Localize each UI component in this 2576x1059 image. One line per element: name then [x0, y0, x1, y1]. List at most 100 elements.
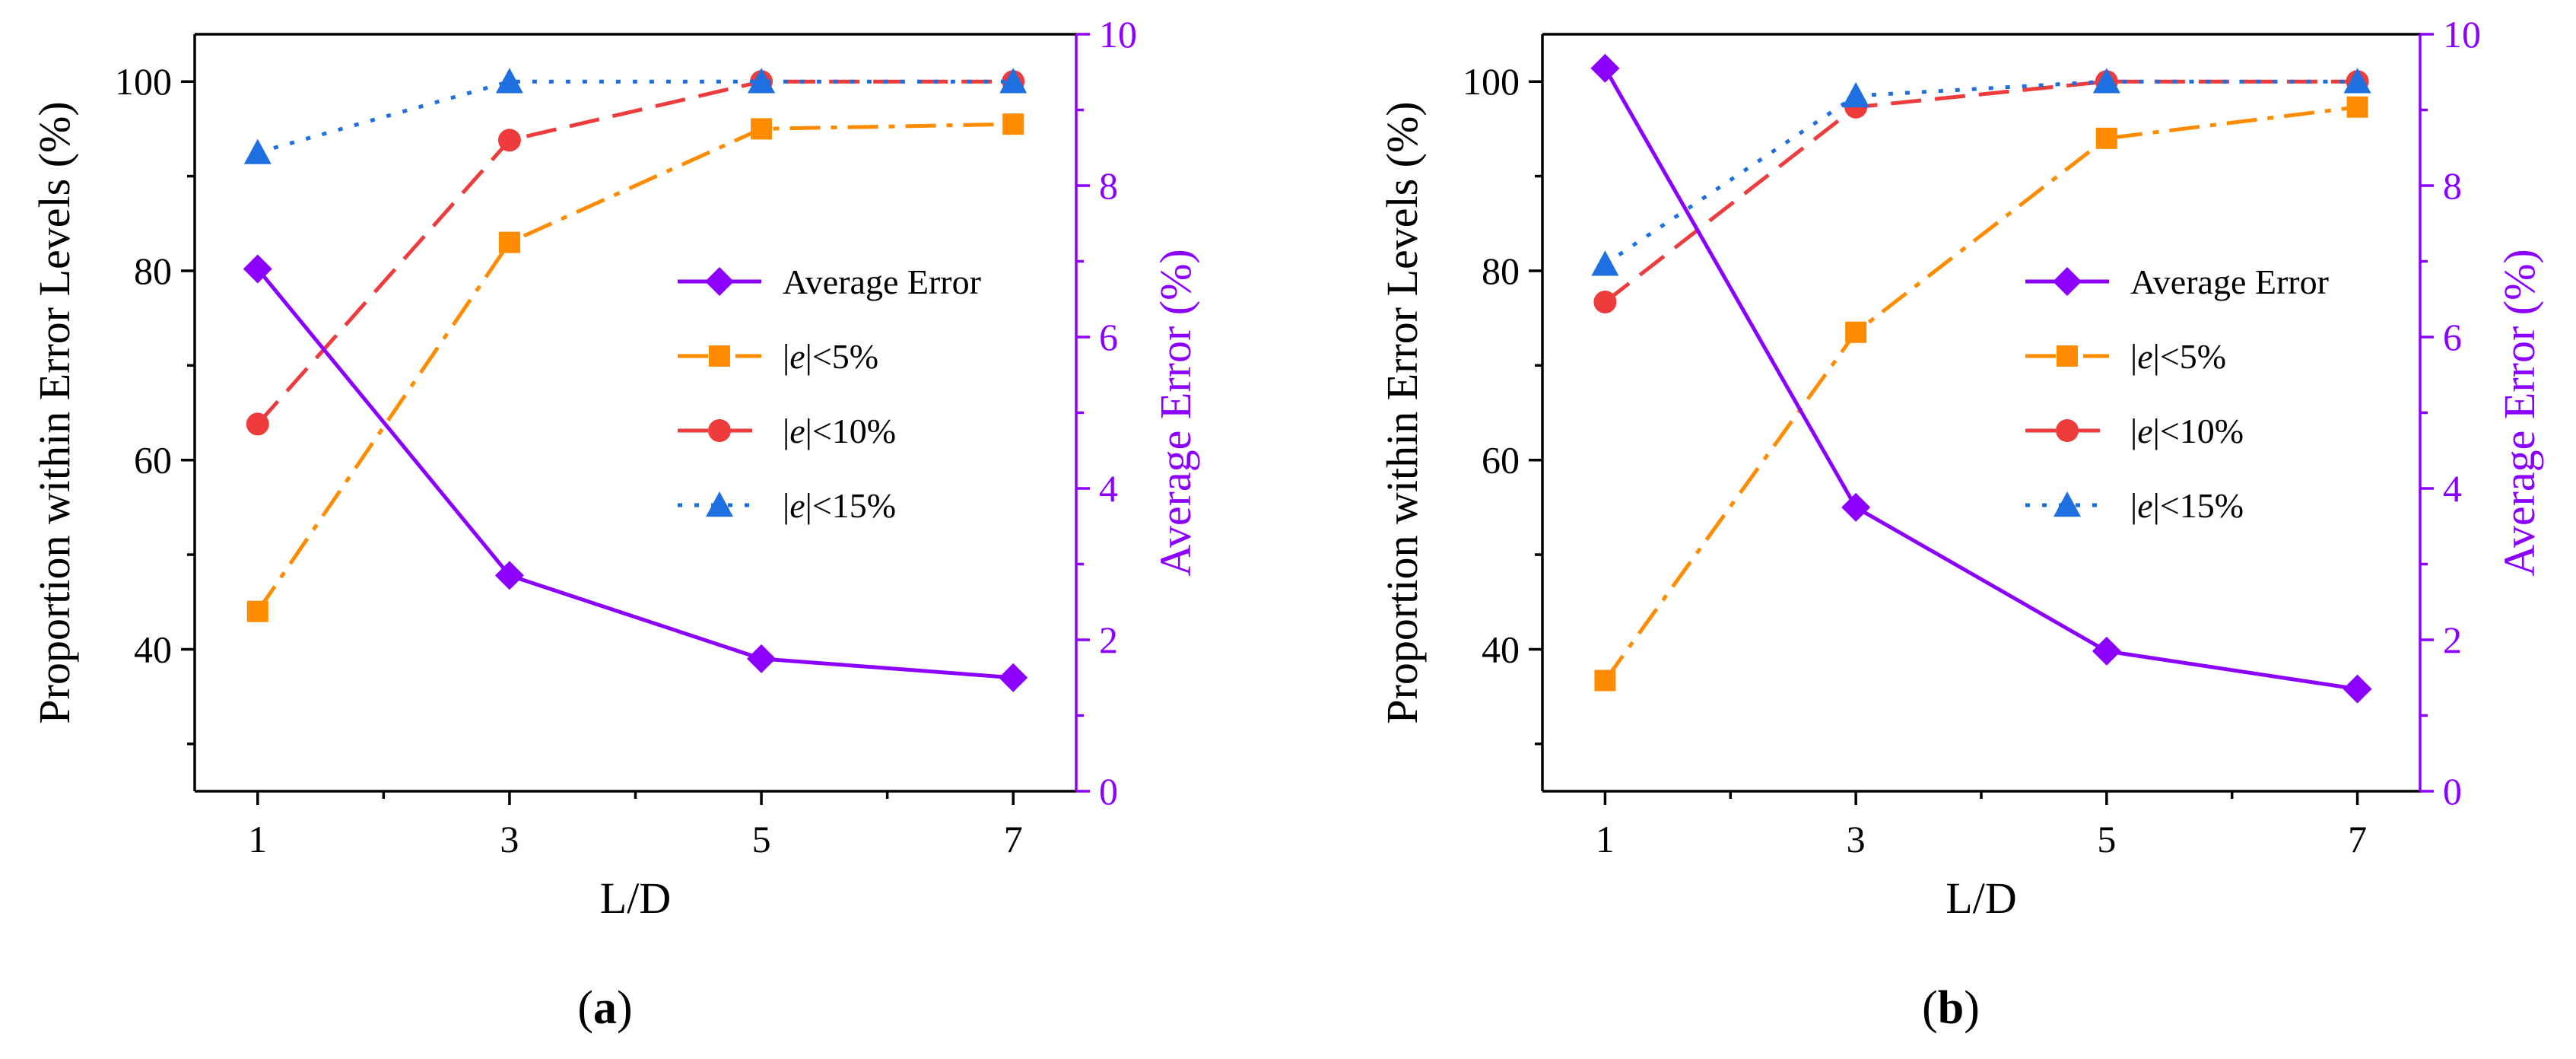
- series-line: [1603, 67, 2358, 692]
- data-point: [1591, 250, 1619, 276]
- x-tick-label: 5: [2097, 818, 2116, 860]
- y-right-tick-label: 6: [1099, 316, 1118, 358]
- legend-marker: [709, 345, 730, 367]
- legend-label: Average Error: [783, 262, 981, 301]
- legend-item: Average Error: [2025, 262, 2329, 301]
- y-right-tick-label: 10: [1099, 13, 1137, 56]
- series-line: [256, 122, 1014, 613]
- x-axis-title: L/D: [1945, 873, 2016, 923]
- series-line: [1604, 79, 2358, 266]
- data-point: [1841, 492, 1871, 522]
- data-point: [495, 68, 523, 94]
- legend-marker: [706, 491, 733, 517]
- data-point: [748, 68, 776, 94]
- y-left-tick-label: 80: [1482, 250, 1520, 292]
- legend-label: |e|<15%: [783, 486, 896, 525]
- y-right-tick-label: 4: [1099, 467, 1118, 510]
- y-left-tick-label: 60: [134, 439, 172, 482]
- y-right-axis-title: Average Error (%): [2495, 249, 2544, 576]
- legend-label: |e|<5%: [783, 337, 878, 376]
- legend-label: |e|<5%: [2130, 337, 2226, 376]
- y-right-axis-title: Average Error (%): [1151, 249, 1200, 576]
- series-line: [256, 267, 1014, 680]
- data-point: [1842, 81, 1870, 108]
- legend-marker: [2053, 267, 2082, 296]
- series-e-5: [246, 113, 1024, 622]
- chart-panel-a: 1 3 5 7 40 60 80 100 0 2 4 6 8 10 L/D Proportion within…: [30, 13, 1200, 1034]
- data-point: [2343, 68, 2371, 94]
- data-point: [1594, 669, 1616, 692]
- series-average-error: [243, 254, 1028, 692]
- legend-item: Average Error: [678, 262, 981, 301]
- data-point: [246, 600, 268, 622]
- legend-label: |e|<10%: [783, 412, 896, 450]
- data-point: [498, 231, 520, 253]
- legend-marker: [708, 419, 731, 442]
- y-left-tick-label: 100: [115, 60, 172, 103]
- x-tick-label: 3: [500, 818, 519, 860]
- series-line: [1603, 105, 2358, 682]
- data-point: [497, 129, 521, 152]
- legend-item: |e|<5%: [678, 337, 878, 376]
- data-point: [751, 118, 773, 140]
- data-point: [2092, 636, 2121, 666]
- data-point: [243, 138, 272, 164]
- y-left-axis-title: Proportion within Error Levels (%): [1377, 101, 1427, 723]
- y-right-tick-label: 10: [2443, 13, 2481, 56]
- legend: Average Error |e|<5% |e|<10% |e|<15%: [678, 262, 981, 525]
- legend-item: |e|<5%: [2025, 337, 2226, 376]
- data-point: [2095, 127, 2117, 149]
- data-point: [2343, 674, 2372, 704]
- data-point: [999, 663, 1028, 692]
- y-left-tick-label: 100: [1463, 60, 1520, 103]
- y-right-tick-label: 2: [2443, 619, 2462, 661]
- legend-label: Average Error: [2130, 262, 2329, 301]
- data-point: [1845, 321, 1867, 343]
- data-point: [747, 644, 777, 673]
- legend-item: |e|<10%: [678, 412, 896, 450]
- x-tick-label: 1: [248, 818, 267, 860]
- x-tick-label: 7: [1004, 818, 1023, 860]
- y-right-tick-label: 2: [1099, 619, 1118, 661]
- legend-item: |e|<15%: [2025, 486, 2244, 525]
- data-point: [2092, 68, 2120, 94]
- y-left-axis-title: Proportion within Error Levels (%): [30, 101, 79, 723]
- series-average-error: [1590, 53, 2372, 704]
- data-point: [246, 412, 269, 436]
- series-e-15: [1591, 68, 2371, 276]
- panel-label: (b): [1922, 982, 1980, 1034]
- legend-marker: [2053, 491, 2081, 517]
- x-axis-title: L/D: [600, 873, 671, 923]
- y-left-tick-label: 80: [134, 250, 172, 292]
- y-right-tick-label: 6: [2443, 316, 2462, 358]
- data-point: [1593, 290, 1617, 313]
- y-right-tick-label: 8: [2443, 164, 2462, 207]
- data-point: [999, 68, 1028, 94]
- y-right-tick-label: 4: [2443, 467, 2462, 510]
- data-point: [2346, 96, 2368, 118]
- legend-marker: [2056, 419, 2079, 442]
- legend-marker: [2057, 345, 2078, 367]
- legend-item: |e|<10%: [2025, 412, 2244, 450]
- legend-marker: [705, 267, 734, 296]
- legend-label: |e|<15%: [2130, 486, 2244, 525]
- series-line: [257, 79, 1014, 154]
- x-tick-label: 3: [1847, 818, 1866, 860]
- legend: Average Error |e|<5% |e|<10% |e|<15%: [2025, 262, 2329, 525]
- series-line: [1603, 79, 2358, 304]
- legend-label: |e|<10%: [2130, 412, 2244, 450]
- y-left-tick-label: 40: [134, 628, 172, 670]
- data-point: [243, 254, 272, 284]
- x-tick-label: 5: [752, 818, 771, 860]
- x-tick-label: 7: [2348, 818, 2367, 860]
- y-right-tick-label: 8: [1099, 164, 1118, 207]
- y-right-tick-label: 0: [2443, 770, 2462, 813]
- y-left-tick-label: 60: [1482, 439, 1520, 482]
- data-point: [494, 561, 524, 590]
- chart-panel-b: 1 3 5 7 40 60 80 100 0 2 4 6 8 10 L/D Proportion within…: [1377, 13, 2544, 1034]
- data-point: [1590, 53, 1620, 83]
- y-right-tick-label: 0: [1099, 770, 1118, 813]
- series-e-15: [243, 68, 1028, 164]
- x-tick-label: 1: [1596, 818, 1615, 860]
